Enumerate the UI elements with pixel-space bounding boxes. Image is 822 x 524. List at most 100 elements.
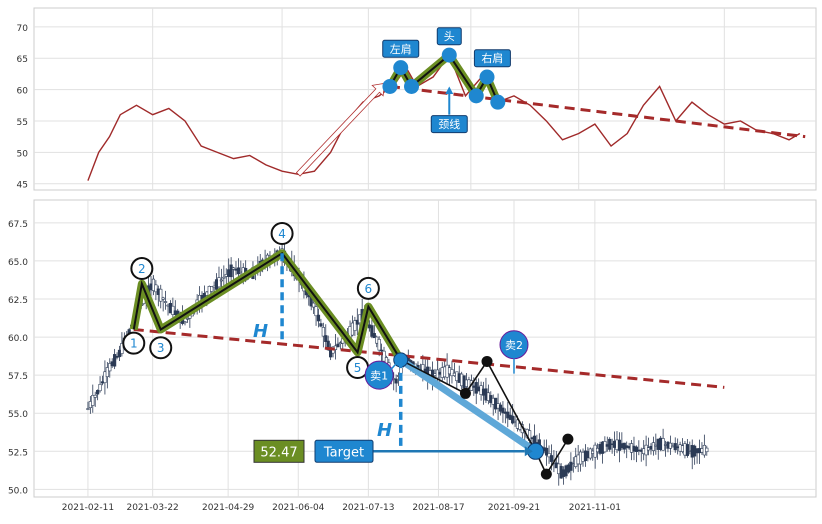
bottom-trade-band [398, 357, 538, 455]
candle-body [450, 369, 454, 377]
bottom-pattern-number: 3 [157, 341, 165, 355]
candle-body [314, 306, 318, 317]
candle-body [120, 343, 124, 354]
bottom-sell-marker [364, 360, 394, 390]
top-neckline-pointer-head [445, 86, 454, 94]
bottom-x-tick-label: 2021-06-04 [272, 503, 325, 513]
candle-body [377, 338, 381, 351]
candle-body [171, 305, 175, 315]
candle-body [229, 264, 233, 278]
candle-body [219, 279, 224, 282]
top-annotation-box [430, 115, 468, 134]
top-annotation-label: 左肩 [390, 42, 412, 56]
bottom-x-tick-label: 2021-03-22 [126, 503, 178, 513]
top-plot-area [33, 7, 817, 191]
bottom-y-tick-label: 55.0 [8, 410, 28, 420]
bottom-pattern-number: 4 [278, 227, 286, 241]
bottom-target-label-box [314, 439, 374, 463]
bottom-y-tick-label: 60.0 [8, 334, 28, 344]
candle-body [324, 335, 328, 342]
candle-body [370, 325, 374, 337]
candle-body [316, 314, 321, 322]
candle-body [96, 389, 100, 395]
candle-body [319, 323, 323, 327]
bottom-pattern-number-circle [356, 276, 380, 300]
candle-body [210, 286, 214, 292]
candle-body [103, 371, 107, 384]
top-neckline [389, 84, 806, 139]
bottom-y-tick-label: 52.5 [8, 448, 28, 458]
bottom-pattern-number: 2 [138, 262, 146, 276]
candle-body [91, 395, 95, 406]
top-y-tick-label: 45 [17, 181, 28, 191]
bottom-sell-marker-label: 卖2 [505, 339, 523, 352]
bottom-target-label: Target [323, 445, 364, 460]
candle-body [547, 453, 551, 458]
bottom-x-tick-label: 2021-04-29 [202, 503, 255, 513]
candle-body [501, 407, 505, 414]
candle-body [321, 327, 325, 337]
candle-body [183, 321, 187, 324]
candle-body [222, 276, 226, 279]
candle-body [312, 302, 316, 308]
bottom-target-value-box [253, 439, 305, 463]
bottom-y-tick-label: 62.5 [8, 296, 28, 306]
candle-body [705, 447, 709, 453]
bottom-height-label-2: H [377, 420, 392, 441]
top-annotation-box [436, 27, 462, 46]
candle-body [511, 415, 515, 424]
candle-body [108, 363, 112, 372]
candle-body [668, 442, 672, 449]
top-pattern-point [441, 47, 457, 63]
bottom-x-tick-label: 2021-08-17 [412, 503, 464, 513]
top-annotation-label: 右肩 [481, 51, 503, 65]
candle-body [634, 446, 639, 452]
candle-body [161, 297, 165, 300]
candle-body [231, 267, 236, 270]
bottom-y-tick-label: 57.5 [8, 372, 28, 382]
top-annotation-box [473, 49, 511, 68]
candle-body [185, 317, 190, 320]
candle-body [163, 301, 168, 303]
top-y-tick-label: 60 [17, 87, 29, 97]
bottom-pattern-number-circle [122, 331, 146, 355]
top-y-tick-label: 50 [17, 149, 29, 159]
candle-body [159, 288, 163, 302]
top-pattern-point [468, 88, 484, 104]
candle-body [651, 442, 655, 451]
top-pattern-point [479, 69, 495, 85]
candle-body [372, 333, 376, 339]
bottom-pattern-number-circle [270, 222, 294, 246]
top-price-line [87, 53, 801, 181]
bottom-swing-point [562, 433, 574, 445]
bottom-pattern-number: 1 [130, 337, 138, 351]
bottom-x-tick-label: 2021-02-11 [62, 503, 114, 513]
bottom-pattern-number: 5 [354, 361, 362, 375]
bottom-pattern-number-circle [149, 336, 173, 360]
candle-body [105, 367, 109, 378]
candle-body [217, 277, 221, 288]
top-pattern-point [490, 94, 506, 110]
bottom-sell-pointer-1 [389, 360, 399, 372]
candle-body [98, 384, 102, 392]
bottom-pattern-number-circle [130, 257, 154, 281]
bottom-x-tick-label: 2021-09-21 [488, 503, 540, 513]
bottom-target-value: 52.47 [260, 445, 297, 460]
top-pattern-point [404, 78, 420, 94]
candle-body [382, 350, 386, 362]
bottom-height-label-1: H [253, 321, 268, 342]
bottom-y-tick-label: 50.0 [8, 486, 28, 496]
bottom-target-arrow-head [524, 446, 533, 457]
bottom-sell-marker-label: 卖1 [370, 370, 388, 383]
top-pattern-point [393, 60, 409, 76]
candle-body [154, 284, 158, 293]
bottom-neckline [133, 327, 725, 389]
bottom-swing-line [400, 359, 569, 476]
bottom-x-tick-label: 2021-07-13 [342, 503, 394, 513]
top-y-tick-label: 65 [17, 55, 28, 65]
bottom-y-tick-label: 65.0 [8, 258, 28, 268]
candle-body [379, 349, 384, 352]
